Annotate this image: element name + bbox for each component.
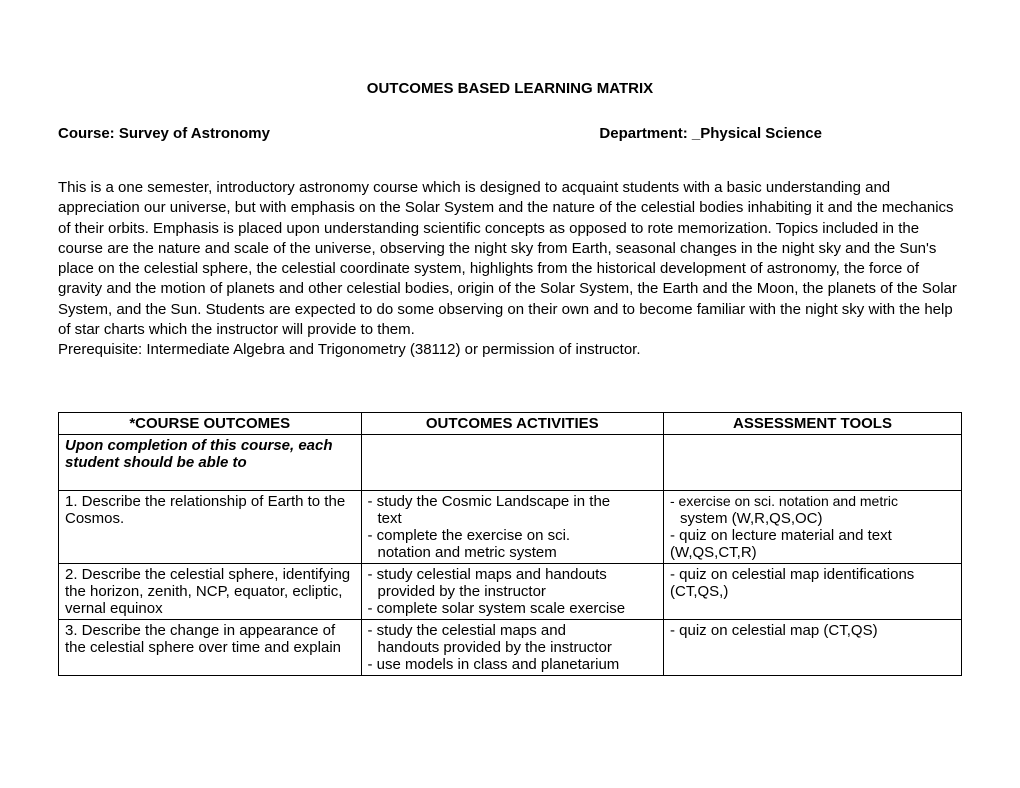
course-label: Course: Survey of Astronomy bbox=[58, 125, 270, 142]
activity-line: - complete solar system scale exercise bbox=[368, 600, 626, 617]
assessment-line: - exercise on sci. notation and metric bbox=[670, 493, 898, 509]
document-page: OUTCOMES BASED LEARNING MATRIX Course: S… bbox=[0, 0, 1020, 788]
table-row: 1. Describe the relationship of Earth to… bbox=[59, 491, 962, 564]
table-row: 3. Describe the change in appearance of … bbox=[59, 620, 962, 676]
assessment-cell: - exercise on sci. notation and metric s… bbox=[664, 491, 962, 564]
activity-line: - study the Cosmic Landscape in the bbox=[368, 493, 611, 510]
activity-line: provided by the instructor bbox=[368, 583, 658, 600]
activity-line: - complete the exercise on sci. bbox=[368, 527, 571, 544]
subhead-empty-2 bbox=[664, 435, 962, 491]
activity-line: - study celestial maps and handouts bbox=[368, 566, 607, 583]
outcomes-table: *COURSE OUTCOMES OUTCOMES ACTIVITIES ASS… bbox=[58, 412, 962, 676]
table-header-row: *COURSE OUTCOMES OUTCOMES ACTIVITIES ASS… bbox=[59, 413, 962, 435]
assessment-line: system (W,R,QS,OC) bbox=[670, 510, 955, 527]
activity-line: - study the celestial maps and bbox=[368, 622, 566, 639]
outcome-cell: 2. Describe the celestial sphere, identi… bbox=[59, 564, 362, 620]
description-block: This is a one semester, introductory ast… bbox=[58, 178, 962, 360]
assessment-cell: - quiz on celestial map (CT,QS) bbox=[664, 620, 962, 676]
header-activities: OUTCOMES ACTIVITIES bbox=[361, 413, 664, 435]
activities-cell: - study the Cosmic Landscape in the text… bbox=[361, 491, 664, 564]
subhead-text: Upon completion of this course, each stu… bbox=[65, 437, 333, 471]
assessment-cell: - quiz on celestial map identifications … bbox=[664, 564, 962, 620]
doc-title: OUTCOMES BASED LEARNING MATRIX bbox=[58, 80, 962, 97]
activity-line: - use models in class and planetarium bbox=[368, 656, 620, 673]
outcome-cell: 3. Describe the change in appearance of … bbox=[59, 620, 362, 676]
department-label: Department: _Physical Science bbox=[599, 125, 822, 142]
description-text: This is a one semester, introductory ast… bbox=[58, 179, 957, 338]
prerequisite-text: Prerequisite: Intermediate Algebra and T… bbox=[58, 341, 641, 358]
activity-line: text bbox=[368, 510, 658, 527]
header-outcomes: *COURSE OUTCOMES bbox=[59, 413, 362, 435]
header-assessment: ASSESSMENT TOOLS bbox=[664, 413, 962, 435]
table-subhead-row: Upon completion of this course, each stu… bbox=[59, 435, 962, 491]
assessment-line: - quiz on celestial map (CT,QS) bbox=[670, 622, 878, 639]
activities-cell: - study the celestial maps and handouts … bbox=[361, 620, 664, 676]
subhead-cell: Upon completion of this course, each stu… bbox=[59, 435, 362, 491]
assessment-line: - quiz on celestial map identifications … bbox=[670, 566, 914, 600]
meta-row: Course: Survey of Astronomy Department: … bbox=[58, 125, 962, 142]
activity-line: notation and metric system bbox=[368, 544, 658, 561]
outcome-cell: 1. Describe the relationship of Earth to… bbox=[59, 491, 362, 564]
table-row: 2. Describe the celestial sphere, identi… bbox=[59, 564, 962, 620]
activities-cell: - study celestial maps and handouts prov… bbox=[361, 564, 664, 620]
activity-line: handouts provided by the instructor bbox=[368, 639, 658, 656]
subhead-empty-1 bbox=[361, 435, 664, 491]
assessment-line: - quiz on lecture material and text (W,Q… bbox=[670, 527, 892, 561]
